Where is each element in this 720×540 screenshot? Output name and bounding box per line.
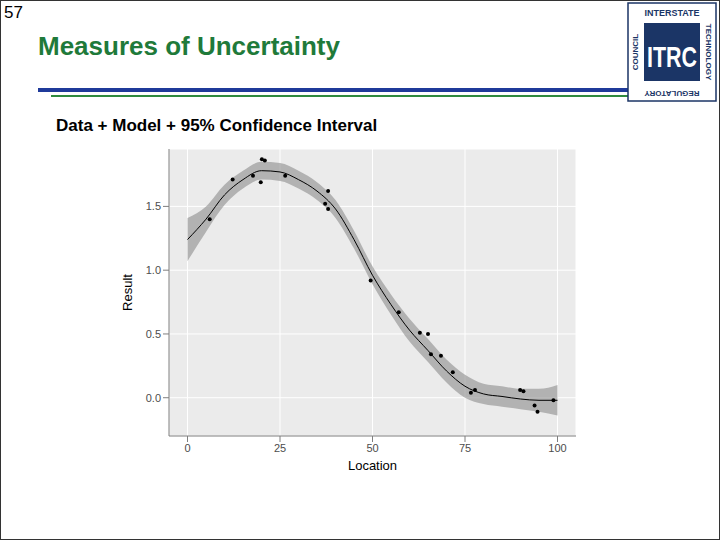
html-text:57: 57 <box>4 3 23 22</box>
html-text:Data + Model + 95% Confidence: Data + Model + 95% Confidence Interval <box>56 116 378 135</box>
svg-text:1.5: 1.5 <box>146 200 161 212</box>
svg-text:0.0: 0.0 <box>146 392 161 404</box>
svg-text:0.5: 0.5 <box>146 328 161 340</box>
svg-text:REGULATORY: REGULATORY <box>644 89 700 98</box>
html-text:Measures of Uncertainty: Measures of Uncertainty <box>38 31 340 61</box>
svg-text:100: 100 <box>548 442 566 454</box>
svg-text:INTERSTATE: INTERSTATE <box>644 8 699 18</box>
svg-text:25: 25 <box>274 442 286 454</box>
svg-text:0: 0 <box>184 442 190 454</box>
svg-text:75: 75 <box>459 442 471 454</box>
svg-text:TECHNOLOGY: TECHNOLOGY <box>704 24 712 81</box>
svg-text:Result: Result <box>120 274 135 311</box>
svg-text:ITRC: ITRC <box>647 40 697 73</box>
svg-text:COUNCIL: COUNCIL <box>631 34 640 71</box>
svg-text:1.0: 1.0 <box>146 264 161 276</box>
svg-text:Location: Location <box>348 458 397 473</box>
svg-text:50: 50 <box>366 442 378 454</box>
